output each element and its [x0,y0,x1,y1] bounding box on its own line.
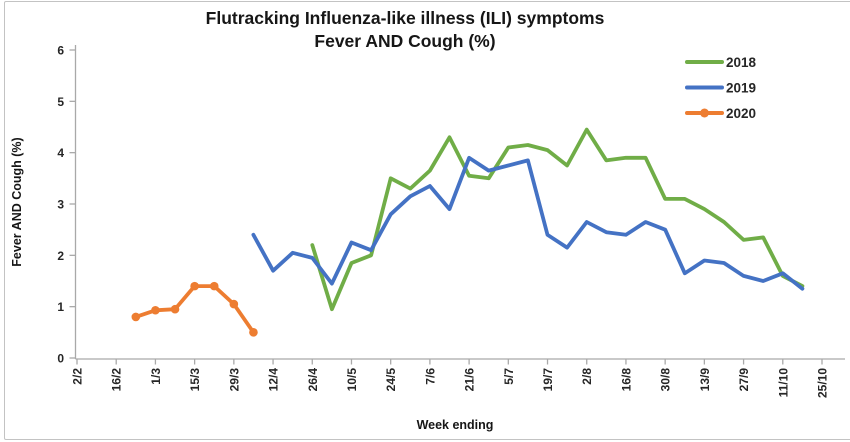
x-tick-label: 26/4 [306,368,320,392]
x-tick-label: 11/10 [776,368,790,398]
series-line-2019 [251,155,805,291]
y-tick-label: 3 [57,198,64,212]
series-marker-2020 [209,281,219,291]
legend-marker-2020 [700,108,709,118]
series-marker-2020 [249,328,258,337]
y-tick-label: 4 [57,146,64,160]
x-tick-label: 16/8 [619,368,633,392]
series-line-2018 [310,127,805,312]
series-lines [131,127,805,337]
x-tick-label: 2/8 [580,368,594,385]
chart-title-line2: Fever AND Cough (%) [314,31,496,52]
x-tick-label: 13/9 [698,368,712,392]
legend: 2018 2019 2020 [685,55,757,121]
y-axis-title: Fever AND Cough (%) [10,137,24,266]
y-tick-label: 2 [57,249,64,263]
x-tick-label: 12/4 [267,368,281,392]
series-marker-2020 [229,299,239,309]
x-tick-label: 29/3 [227,368,241,392]
y-tick-label: 1 [57,300,64,314]
series-marker-2020 [170,304,180,314]
x-tick-label: 25/10 [816,368,830,398]
x-tick-label: 1/3 [149,368,163,385]
x-axis-title: Week ending [417,418,494,432]
axes: 0 1 2 3 4 5 6 2/2 16/2 1/3 15/3 29/3 12/4 26/4 10/5 24/… [57,44,845,398]
x-tick-label: 16/2 [110,368,124,392]
y-tick-label: 6 [57,44,64,58]
legend-label-2019: 2019 [726,80,756,95]
series-marker-2020 [190,281,199,291]
x-tick-label: 10/5 [345,368,359,392]
x-tick-label: 5/7 [502,368,516,385]
series-marker-2020 [131,312,141,322]
legend-label-2018: 2018 [726,55,757,70]
x-tick-label: 2/2 [71,368,85,385]
legend-label-2020: 2020 [726,106,756,121]
x-tick-label: 21/6 [463,368,477,392]
x-tick-label: 7/6 [423,368,437,385]
x-tick-label: 19/7 [541,368,555,392]
y-tick-label: 0 [57,352,64,366]
x-tick-label: 27/9 [737,368,751,392]
y-tick-label: 5 [57,95,64,109]
chart-title: Flutracking Influenza-like illness (ILI)… [0,7,810,53]
x-tick-label: 30/8 [659,368,673,392]
x-tick-label: 15/3 [188,368,202,392]
x-tick-label: 24/5 [384,368,398,392]
chart-title-line1: Flutracking Influenza-like illness (ILI)… [205,8,605,28]
series-marker-2020 [151,305,160,315]
